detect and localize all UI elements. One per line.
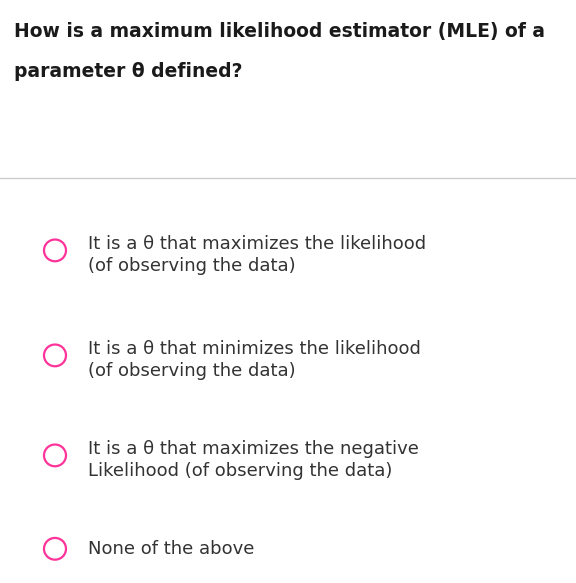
Text: parameter θ defined?: parameter θ defined? xyxy=(14,62,242,81)
Text: How is a maximum likelihood estimator (MLE) of a: How is a maximum likelihood estimator (M… xyxy=(14,22,545,41)
Text: (of observing the data): (of observing the data) xyxy=(88,362,295,380)
Text: It is a θ that maximizes the negative: It is a θ that maximizes the negative xyxy=(88,440,419,458)
Text: It is a θ that minimizes the likelihood: It is a θ that minimizes the likelihood xyxy=(88,340,421,358)
Text: None of the above: None of the above xyxy=(88,540,255,558)
Text: (of observing the data): (of observing the data) xyxy=(88,257,295,275)
Text: Likelihood (of observing the data): Likelihood (of observing the data) xyxy=(88,462,392,480)
Text: It is a θ that maximizes the likelihood: It is a θ that maximizes the likelihood xyxy=(88,235,426,253)
